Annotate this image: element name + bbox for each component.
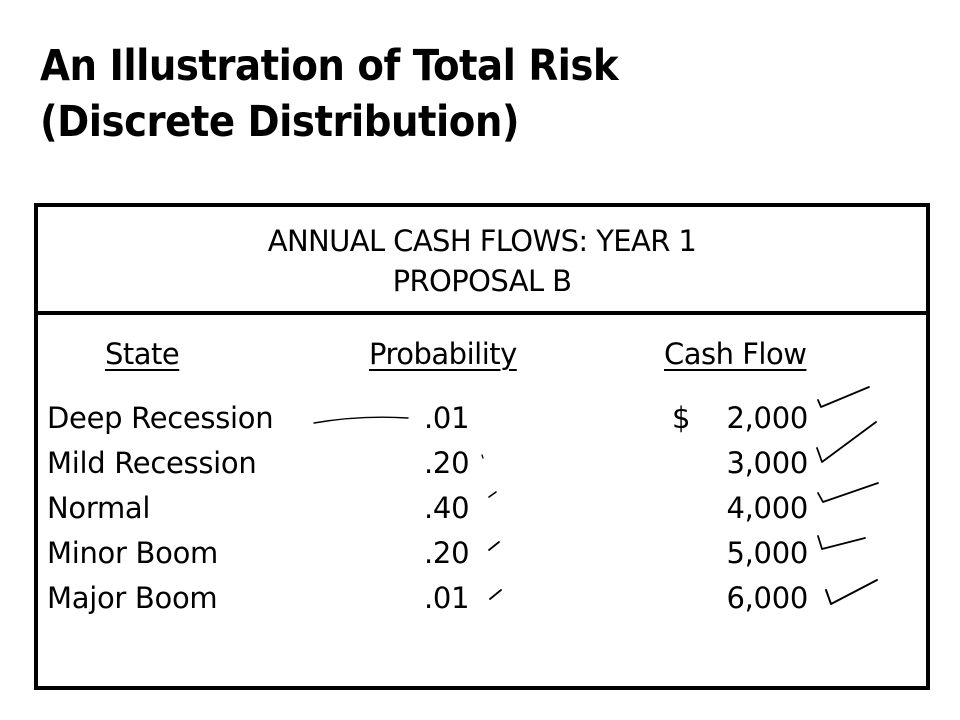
column-header-probability: Probability (369, 337, 517, 371)
row-3-probability: .40 (424, 491, 470, 525)
table-header: ANNUAL CASH FLOWS: YEAR 1 PROPOSAL B (38, 207, 926, 315)
row-4-probability: .20 (424, 536, 470, 570)
row-4-cash-flow: 5,000 (726, 536, 808, 570)
table-header-line-1: ANNUAL CASH FLOWS: YEAR 1 (267, 224, 697, 258)
row-1-probability: .01 (424, 401, 470, 435)
column-header-cash-flow: Cash Flow (664, 337, 807, 371)
row-5-state: Major Boom (47, 581, 218, 615)
row-5-cash-flow: 6,000 (726, 581, 808, 615)
row-3-cash-flow: 4,000 (726, 491, 808, 525)
row-2-probability: .20 (424, 446, 470, 480)
row-1-cash-flow: 2,000 (726, 401, 808, 435)
slide-title-line-2: (Discrete Distribution) (40, 97, 520, 147)
row-2-cash-flow: 3,000 (726, 446, 808, 480)
row-3-state: Normal (47, 491, 151, 525)
row-2-state: Mild Recession (47, 446, 257, 480)
row-4-state: Minor Boom (47, 536, 218, 570)
column-header-state: State (105, 337, 180, 371)
slide-title-line-1: An Illustration of Total Risk (40, 41, 619, 91)
row-5-probability: .01 (424, 581, 470, 615)
row-1-currency-symbol: $ (672, 401, 691, 435)
row-1-state: Deep Recession (47, 401, 274, 435)
table-header-line-2: PROPOSAL B (392, 264, 572, 298)
cash-flow-table: ANNUAL CASH FLOWS: YEAR 1 PROPOSAL B Sta… (34, 203, 930, 690)
slide-title: An Illustration of Total Risk (Discrete … (40, 38, 920, 150)
